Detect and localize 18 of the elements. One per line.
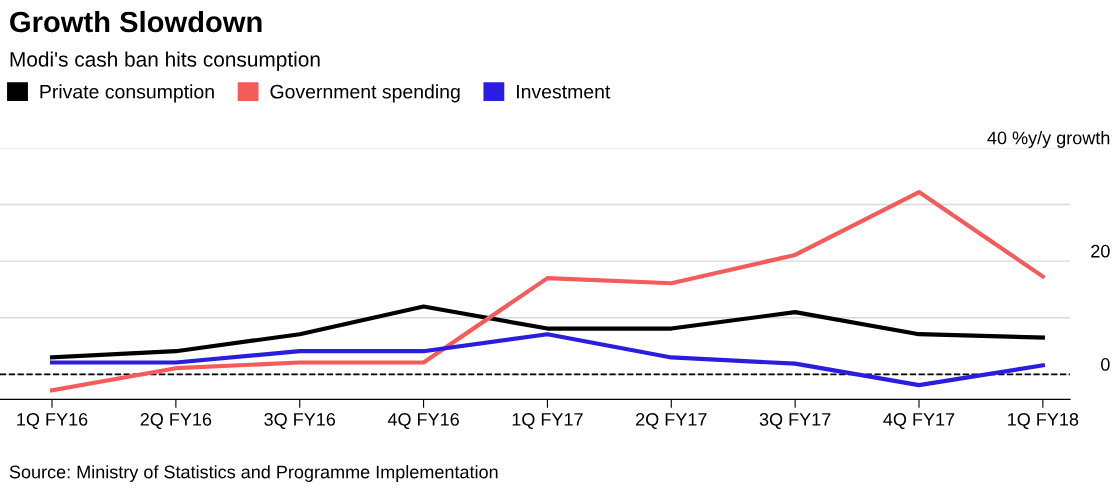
y-tick-label: 0 — [1101, 358, 1110, 371]
x-tick-label: 1Q FY18 — [1008, 413, 1079, 430]
chart-title: Growth Slowdown — [10, 10, 262, 33]
y-tick-label: 20 — [1091, 244, 1110, 258]
x-tick-label: 4Q FY17 — [883, 413, 955, 430]
x-tick-label: 3Q FY16 — [264, 413, 336, 430]
x-tick-label: 2Q FY17 — [636, 413, 707, 430]
x-tick-label: 4Q FY16 — [387, 413, 459, 430]
legend-label: Government spending — [270, 84, 460, 103]
x-tick-label: 1Q FY16 — [17, 413, 88, 430]
x-tick-label: 1Q FY17 — [512, 413, 583, 430]
legend-label: Private consumption — [40, 84, 214, 103]
source-note: Source: Ministry of Statistics and Programme Implementation — [9, 465, 498, 482]
y-tick-label: 40 %y/y growth — [987, 131, 1110, 148]
x-tick-label: 3Q FY17 — [759, 413, 831, 430]
legend-label: Investment — [517, 85, 611, 99]
x-tick-label: 2Q FY16 — [140, 413, 212, 430]
chart-subtitle: Modi's cash ban hits consumption — [10, 51, 320, 71]
